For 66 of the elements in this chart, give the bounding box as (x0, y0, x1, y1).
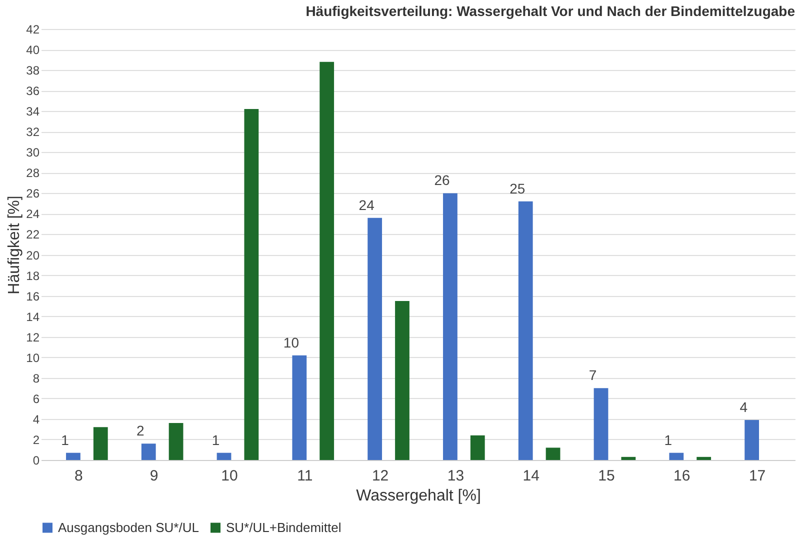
y-tick-label: 10 (26, 350, 40, 365)
bar (696, 456, 712, 460)
y-tick-label: 24 (26, 207, 40, 222)
data-label: 2 (136, 422, 144, 439)
data-label: 26 (434, 172, 450, 188)
bar (320, 62, 334, 460)
y-axis-title: Häufigkeit [%] (6, 196, 24, 294)
x-tick-label: 12 (372, 468, 389, 484)
data-label: 1 (664, 432, 672, 448)
x-tick-label: 11 (297, 468, 313, 484)
y-tick-label: 18 (26, 268, 40, 283)
y-tick-label: 30 (26, 146, 40, 160)
y-tick-label: 34 (26, 104, 40, 119)
x-tick-label: 17 (748, 468, 766, 484)
y-tick-label: 4 (32, 412, 40, 426)
data-label: 10 (283, 334, 300, 350)
y-tick-label: 2 (32, 432, 40, 447)
bar (621, 456, 636, 460)
bar (443, 193, 458, 460)
y-tick-label: 0 (32, 454, 40, 468)
data-label: 25 (510, 180, 526, 196)
bar (292, 355, 307, 460)
bar (244, 109, 259, 460)
bar (168, 423, 184, 460)
y-tick-label: 38 (26, 64, 40, 78)
bar (93, 427, 108, 460)
chart-title: Häufigkeitsverteilung: Wassergehalt Vor und Nach der Bindemittelzugabe (306, 3, 796, 19)
x-tick-label: 14 (522, 468, 540, 484)
y-tick-label: 22 (26, 228, 40, 242)
y-tick-label: 6 (32, 392, 40, 406)
legend-label: Ausgangsboden SU*/UL (58, 520, 199, 535)
data-label: 24 (358, 196, 375, 213)
y-tick-label: 8 (32, 371, 40, 386)
bar (141, 444, 156, 460)
bar (395, 300, 410, 460)
bar (66, 452, 80, 460)
bar (470, 435, 485, 460)
y-tick-label: 40 (26, 43, 40, 58)
x-tick-label: 10 (221, 468, 238, 484)
y-tick-label: 42 (26, 22, 40, 36)
y-tick-label: 36 (26, 84, 40, 98)
data-label: 4 (740, 398, 748, 415)
y-tick-label: 14 (26, 310, 40, 324)
y-tick-label: 32 (26, 125, 40, 140)
x-tick-label: 9 (150, 468, 158, 484)
y-tick-label: 16 (26, 289, 40, 304)
bar (744, 420, 760, 460)
bar (594, 388, 608, 460)
y-tick-label: 20 (26, 248, 40, 262)
bar (546, 448, 560, 460)
bar (669, 452, 684, 460)
x-tick-label: 8 (74, 468, 83, 484)
y-tick-label: 26 (26, 186, 40, 201)
bar (518, 201, 533, 460)
bar (216, 452, 232, 460)
data-label: 1 (212, 432, 220, 448)
data-label: 7 (588, 367, 597, 384)
x-tick-label: 13 (447, 468, 464, 484)
legend-label: SU*/UL+Bindemittel (226, 520, 342, 535)
x-tick-label: 15 (598, 468, 615, 484)
y-tick-label: 28 (26, 166, 40, 180)
y-tick-label: 12 (26, 330, 40, 344)
bar (368, 218, 382, 460)
x-axis-title: Wassergehalt [%] (356, 488, 481, 504)
x-tick-label: 16 (674, 468, 690, 484)
data-label: 1 (61, 432, 70, 448)
